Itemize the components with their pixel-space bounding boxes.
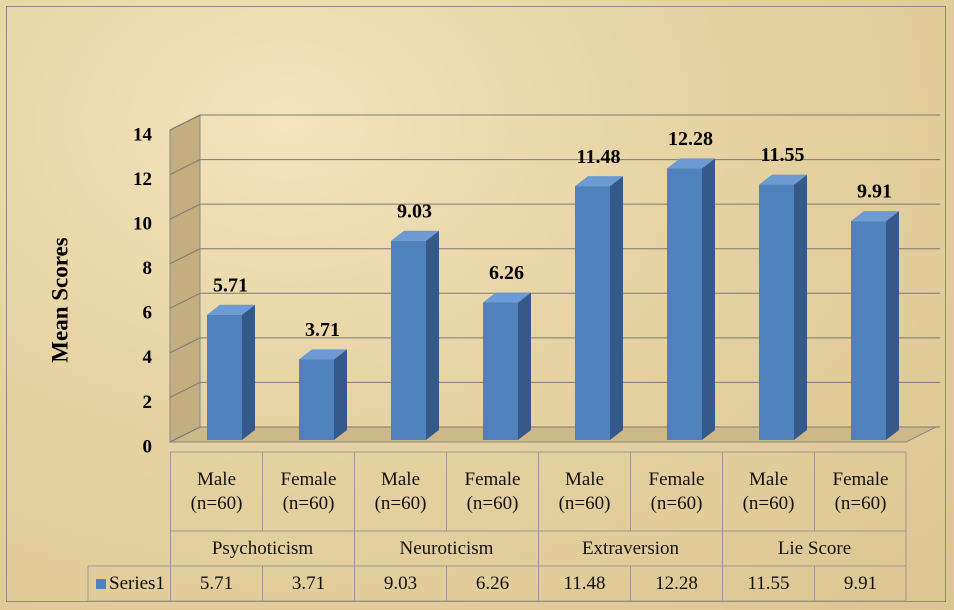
bar-side [518,292,531,440]
table-value-text: 11.48 [563,572,606,594]
category-label-text: Male (n=60) [558,468,611,514]
bar [299,359,334,440]
y-axis-title: Mean Scores [47,237,72,362]
bar [667,168,702,440]
side-grid [169,159,201,176]
category-label: Female (n=60) [630,452,722,531]
data-label: 3.71 [305,319,340,341]
table-value-text: 3.71 [291,572,326,594]
bar-side [794,174,807,440]
side-grid [169,426,201,443]
category-label-text: Female (n=60) [464,468,521,514]
side-wall [169,114,201,443]
bar-side [610,176,623,440]
side-grid [169,248,201,265]
legend-text: Series1 [109,572,165,594]
group-label: Psychoticism [170,531,354,566]
side-grid [169,337,201,354]
table-value-text: 9.91 [843,572,878,594]
category-label: Male (n=60) [170,452,262,531]
category-label-text: Male (n=60) [190,468,243,514]
table-value: 3.71 [262,566,354,601]
side-grid [169,292,201,309]
table-value-text: 6.26 [475,572,510,594]
category-label-text: Male (n=60) [742,468,795,514]
bar-top [851,211,899,222]
bar [575,186,610,440]
category-label-text: Male (n=60) [374,468,427,514]
bar-side [334,349,347,440]
table-value: 6.26 [446,566,538,601]
category-label: Male (n=60) [354,452,446,531]
bar-side [886,211,899,440]
category-label-text: Female (n=60) [832,468,889,514]
bar [207,314,242,440]
bar-top [575,176,623,187]
data-label: 12.28 [668,128,713,150]
category-label-text: Female (n=60) [280,468,337,514]
bar-top [207,304,255,315]
category-label: Female (n=60) [262,452,354,531]
table-value: 9.91 [814,566,906,601]
bar-side [426,230,439,440]
floor [169,426,937,443]
table-value-text: 11.55 [747,572,790,594]
data-label: 6.26 [489,262,524,284]
table-value: 9.03 [354,566,446,601]
category-label: Female (n=60) [446,452,538,531]
bar-top [759,174,807,185]
y-tick-label: 2 [143,392,153,413]
group-label-text: Neuroticism [399,537,494,559]
data-label: 5.71 [213,274,248,296]
bar [759,184,794,440]
y-tick-label: 0 [143,436,153,457]
category-label: Male (n=60) [722,452,814,531]
y-tick-label: 12 [133,169,152,190]
data-label: 9.03 [397,200,432,222]
bar [391,240,426,440]
table-value: 11.55 [722,566,814,601]
y-tick-label: 14 [133,124,153,145]
table-value-text: 9.03 [383,572,418,594]
bar-top [299,349,347,360]
group-label: Lie Score [722,531,906,566]
bar [851,221,886,440]
bar-side [242,304,255,440]
category-label-text: Female (n=60) [648,468,705,514]
bar-side [702,158,715,441]
y-tick-label: 10 [133,214,152,235]
category-label: Male (n=60) [538,452,630,531]
bar [483,302,518,440]
legend-entry: Series1 [88,566,170,601]
table-value: 11.48 [538,566,630,601]
y-tick-label: 4 [143,347,153,368]
bar-top [483,292,531,303]
group-label: Extraversion [538,531,722,566]
table-value: 12.28 [630,566,722,601]
bar-top [667,158,715,169]
category-label: Female (n=60) [814,452,906,531]
group-label: Neuroticism [354,531,538,566]
y-tick-label: 8 [143,258,153,279]
side-grid [169,114,201,131]
legend-swatch [96,578,106,589]
data-label: 11.55 [761,144,805,166]
group-label-text: Extraversion [581,537,680,559]
table-value: 5.71 [170,566,262,601]
table-value-text: 12.28 [655,572,698,594]
side-grid [169,203,201,220]
data-label: 11.48 [577,146,621,168]
side-grid [169,381,201,398]
y-tick-label: 6 [143,303,153,324]
data-label: 9.91 [857,181,892,203]
group-label-text: Lie Score [777,537,852,559]
bar-top [391,230,439,241]
table-value-text: 5.71 [199,572,234,594]
group-label-text: Psychoticism [211,537,314,559]
